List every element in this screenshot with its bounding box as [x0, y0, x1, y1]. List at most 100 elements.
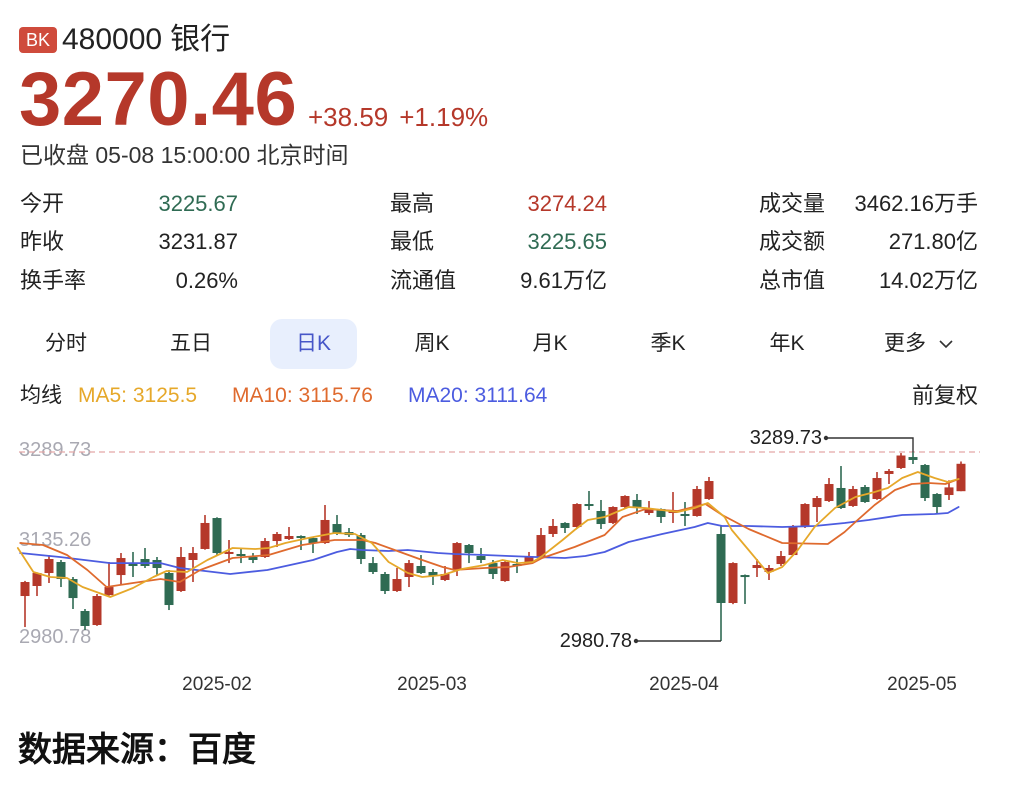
candle-body: [452, 543, 462, 571]
candle-down: [152, 556, 162, 576]
candle-body: [560, 522, 570, 528]
candle-body: [68, 579, 78, 599]
candle-body: [248, 556, 258, 560]
candle-body: [128, 563, 138, 566]
candle-body: [392, 579, 402, 592]
stat-value-prev-close: 3231.87: [158, 229, 238, 254]
candle-down: [680, 501, 690, 526]
candle-body: [32, 573, 42, 586]
tab-yearly-k[interactable]: 年K: [769, 332, 805, 355]
candle-body: [896, 455, 906, 468]
tab-five-day[interactable]: 五日: [170, 332, 212, 355]
candle-up: [188, 547, 198, 583]
candle-up: [776, 550, 786, 566]
stat-label-turnover: 成交额: [759, 229, 826, 254]
stat-label-float-cap: 流通值: [390, 268, 457, 293]
candle-down: [584, 490, 594, 511]
stat-value-turnover-rate: 0.26%: [175, 268, 238, 293]
candle-down: [344, 527, 354, 537]
candle-body: [824, 484, 834, 502]
candle-down: [332, 515, 342, 536]
candle-down: [164, 570, 174, 611]
candle-down: [740, 574, 750, 604]
x-tick-may: 2025-05: [887, 674, 957, 695]
market-status: 已收盘 05-08 15:00:00 北京时间: [20, 142, 349, 168]
moving-average-lines: [16, 471, 960, 598]
candle-body: [728, 563, 738, 603]
candle-body: [584, 504, 594, 507]
candle-down: [932, 493, 942, 514]
candle-body: [932, 493, 942, 508]
ma20-value: MA20: 3111.64: [408, 384, 548, 407]
candle-down: [140, 548, 150, 569]
candle-body: [476, 556, 486, 560]
stat-value-volume: 3462.16万手: [854, 191, 978, 216]
candle-body: [548, 525, 558, 534]
candle-body: [776, 556, 786, 565]
candles-layer: [20, 452, 966, 641]
last-price: 3270.46: [19, 57, 298, 142]
candle-up: [320, 504, 330, 544]
candle-body: [440, 574, 450, 580]
candle-down: [560, 522, 570, 534]
tab-monthly-k[interactable]: 月K: [532, 332, 568, 355]
candle-up: [44, 555, 54, 583]
stat-label-high: 最高: [390, 191, 435, 216]
adjustment-toggle[interactable]: 前复权: [911, 383, 978, 408]
candle-body: [812, 498, 822, 508]
tab-quarterly-k[interactable]: 季K: [650, 332, 686, 355]
high-annotation-label: 3289.73: [750, 427, 822, 449]
candle-body: [836, 487, 846, 508]
y-axis-labels: 3289.73 3135.26 2980.78: [19, 439, 91, 648]
x-tick-mar: 2025-03: [397, 674, 467, 695]
stat-value-open: 3225.67: [158, 191, 238, 216]
ma-legend-label: 均线: [20, 384, 62, 407]
candle-body: [320, 519, 330, 544]
candle-up: [608, 506, 618, 525]
ma5-line: [16, 471, 960, 598]
candle-body: [308, 538, 318, 544]
candle-up: [548, 519, 558, 537]
candle-up: [32, 572, 42, 597]
candle-down: [908, 452, 918, 465]
candle-body: [80, 611, 90, 626]
candle-body: [572, 504, 582, 528]
candle-up: [176, 547, 186, 592]
candle-up: [20, 580, 30, 628]
stat-label-low: 最低: [390, 229, 435, 254]
candle-body: [224, 551, 234, 554]
candle-down: [308, 536, 318, 554]
candle-up: [800, 503, 810, 528]
candle-up: [272, 532, 282, 548]
data-source-caption: 数据来源：百度: [18, 731, 256, 769]
annotations-layer: 3289.73 2980.78: [560, 427, 914, 652]
tab-intraday[interactable]: 分时: [45, 332, 87, 355]
candle-up: [788, 525, 798, 556]
candle-body: [644, 508, 654, 514]
candle-down: [464, 544, 474, 564]
kline-chart[interactable]: 3289.73 3135.26 2980.78 3289.73 2980.78: [0, 420, 1010, 665]
candle-up: [284, 527, 294, 540]
candle-down: [596, 499, 606, 529]
candle-body: [704, 481, 714, 500]
tab-daily-k[interactable]: 日K: [270, 319, 357, 369]
tab-more[interactable]: 更多: [884, 319, 964, 369]
candle-up: [692, 485, 702, 517]
candle-up: [104, 562, 114, 596]
stat-label-turnover-rate: 换手率: [20, 268, 87, 293]
candle-body: [608, 507, 618, 523]
candle-body: [632, 499, 642, 508]
candle-up: [812, 496, 822, 523]
candle-up: [668, 492, 678, 523]
candle-body: [620, 496, 630, 508]
tab-weekly-k[interactable]: 周K: [414, 332, 450, 355]
candle-body: [380, 574, 390, 592]
candle-down: [716, 525, 726, 641]
candle-body: [188, 553, 198, 560]
change-amount: +38.59: [308, 102, 389, 132]
candle-body: [536, 535, 546, 557]
candle-down: [836, 466, 846, 509]
candle-up: [824, 478, 834, 502]
candle-body: [788, 527, 798, 556]
candle-body: [92, 596, 102, 626]
